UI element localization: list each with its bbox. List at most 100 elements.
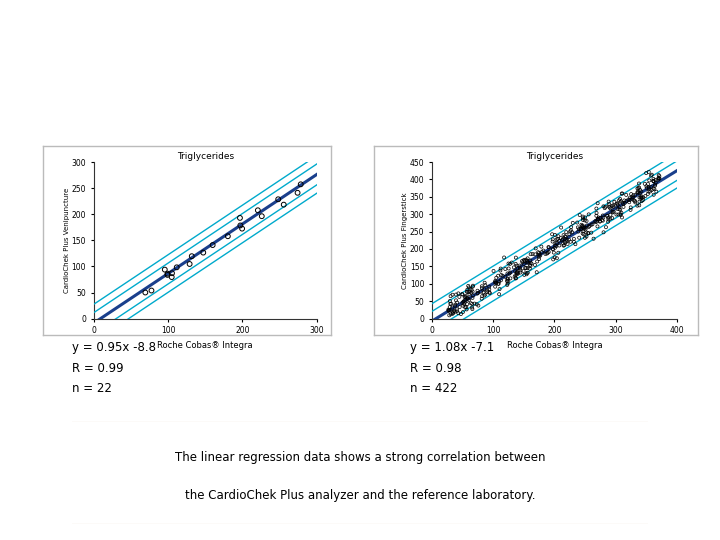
Point — [616, 189, 628, 198]
Point — [594, 217, 606, 226]
Point — [459, 293, 470, 301]
Point — [489, 278, 500, 287]
Point — [533, 249, 544, 258]
Point — [462, 294, 474, 303]
Point — [495, 266, 506, 275]
Point — [582, 229, 594, 238]
Point — [543, 243, 554, 252]
Text: n = 422: n = 422 — [410, 382, 458, 395]
Point — [482, 288, 493, 296]
Point — [449, 301, 461, 310]
Point — [478, 288, 490, 297]
Point — [506, 258, 518, 267]
Point — [629, 196, 640, 205]
Point — [592, 199, 603, 207]
Point — [453, 309, 464, 318]
Point — [542, 248, 554, 257]
Point — [572, 218, 583, 227]
Point — [530, 244, 541, 253]
Point — [553, 232, 564, 241]
Point — [140, 288, 151, 297]
Point — [577, 215, 589, 224]
Text: The linear regression data shows a strong correlation between: The linear regression data shows a stron… — [175, 450, 545, 464]
Point — [511, 268, 523, 277]
Point — [464, 290, 475, 299]
Point — [461, 305, 472, 314]
Point — [636, 192, 647, 200]
Point — [552, 234, 564, 243]
Point — [465, 288, 477, 297]
Point — [654, 174, 665, 183]
Point — [579, 233, 590, 242]
Text: Strips Smart Bundle: Strips Smart Bundle — [14, 51, 160, 64]
Point — [462, 294, 473, 303]
Point — [234, 214, 246, 222]
Text: n = 22: n = 22 — [72, 382, 112, 395]
Point — [466, 286, 477, 294]
Point — [641, 182, 652, 191]
Point — [590, 212, 602, 220]
Point — [551, 242, 562, 251]
Text: R = 0.98: R = 0.98 — [410, 362, 462, 375]
Point — [467, 303, 478, 312]
Point — [444, 296, 456, 305]
Point — [614, 206, 626, 214]
Point — [515, 268, 526, 277]
Point — [252, 206, 264, 214]
Point — [456, 299, 468, 307]
Point — [634, 193, 645, 202]
Point — [636, 194, 647, 202]
Point — [631, 188, 643, 197]
Point — [612, 199, 624, 208]
Point — [502, 274, 513, 283]
Point — [636, 187, 647, 195]
Point — [552, 248, 564, 257]
Point — [543, 248, 554, 256]
Point — [480, 290, 491, 299]
Point — [612, 205, 624, 213]
Point — [631, 184, 643, 193]
Point — [606, 214, 618, 222]
Point — [558, 231, 570, 239]
Point — [600, 223, 612, 232]
Text: Pack (triglycerides) Relative to the Cobas®: Pack (triglycerides) Relative to the Cob… — [204, 51, 521, 64]
Point — [580, 225, 591, 234]
Point — [560, 228, 572, 237]
Point — [540, 249, 552, 258]
Point — [581, 232, 593, 241]
Point — [518, 255, 530, 264]
Point — [578, 230, 590, 239]
Point — [633, 184, 644, 192]
Point — [476, 284, 487, 293]
Point — [479, 291, 490, 300]
Point — [503, 264, 514, 273]
Point — [555, 223, 567, 232]
Point — [557, 239, 569, 248]
Point — [616, 189, 628, 198]
Point — [449, 307, 461, 316]
Point — [572, 227, 584, 236]
Point — [621, 191, 632, 199]
Point — [445, 300, 456, 308]
Point — [634, 189, 646, 198]
Point — [497, 272, 508, 280]
Point — [460, 292, 472, 300]
Point — [490, 278, 502, 287]
Point — [495, 271, 507, 279]
Point — [616, 208, 627, 217]
Point — [640, 169, 652, 178]
Point — [457, 298, 469, 306]
Point — [647, 177, 659, 185]
Point — [632, 187, 644, 196]
Point — [222, 232, 233, 240]
Point — [518, 271, 530, 279]
Point — [613, 203, 625, 212]
Point — [593, 215, 605, 224]
Point — [613, 196, 625, 205]
Point — [565, 223, 577, 232]
Point — [607, 207, 618, 216]
Point — [577, 229, 588, 238]
Point — [453, 289, 464, 298]
Point — [547, 245, 559, 253]
Point — [608, 202, 619, 211]
